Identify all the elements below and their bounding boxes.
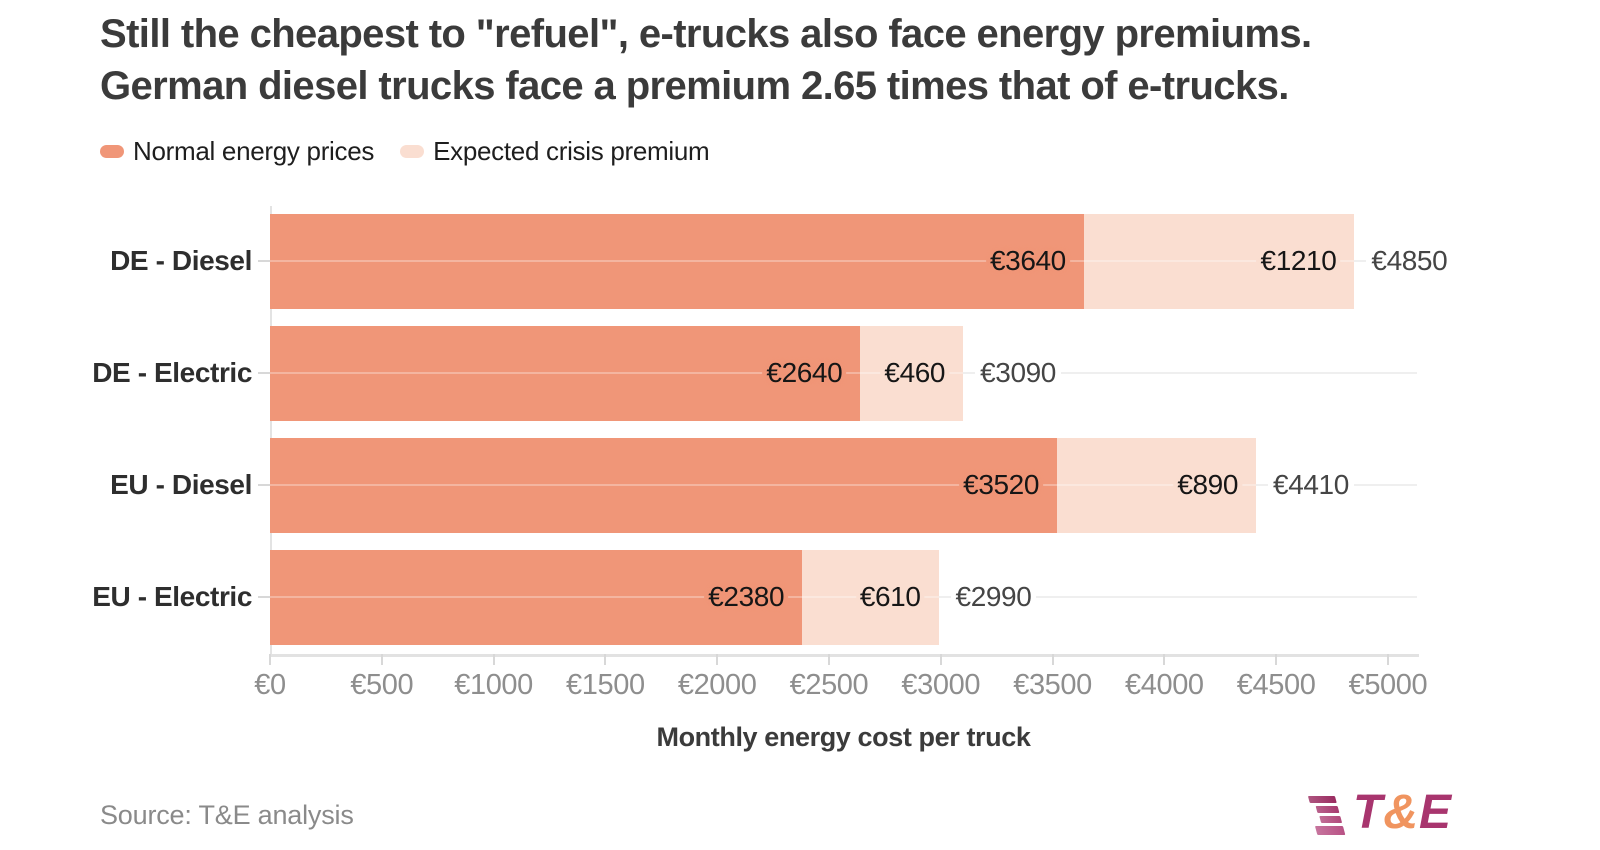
legend-label: Expected crisis premium (433, 136, 710, 166)
te-logo-text: T&E (1353, 789, 1452, 837)
te-logo-mark-icon (1305, 795, 1346, 835)
total-label: €3090 (975, 356, 1061, 390)
x-axis-title: Monthly energy cost per truck (656, 722, 1031, 752)
chart-row: EU - Electric €2380 €610 €2990 (92, 542, 1417, 654)
row-gridline-overlay (270, 260, 1417, 262)
x-axis-tick-label: €2000 (677, 669, 757, 701)
category-label: DE - Diesel (110, 245, 252, 276)
value-label-premium: €1210 (1256, 244, 1341, 278)
value-label-normal: €2640 (762, 356, 847, 390)
te-logo-letter: T (1353, 786, 1384, 839)
x-axis-tick (1275, 654, 1278, 665)
plot-area: DE - Diesel €3640 €1210 €4850 DE - Electric €… (92, 206, 1453, 701)
bar-segment-normal (270, 214, 1084, 309)
value-label-premium: €890 (1173, 468, 1243, 502)
x-axis-tick (492, 654, 495, 665)
te-logo-stripe (1307, 796, 1337, 803)
y-axis-line (270, 206, 272, 654)
total-label: €4850 (1366, 244, 1453, 278)
total-label: €4410 (1268, 468, 1354, 502)
category-tick (258, 484, 270, 486)
legend-swatch-icon (400, 145, 425, 158)
x-axis-tick-label: €3000 (901, 669, 981, 701)
value-label-normal: €3640 (985, 244, 1070, 278)
x-axis-tick (716, 654, 719, 665)
te-logo-stripe (1315, 806, 1340, 813)
x-axis-tick-label: €0 (254, 669, 286, 701)
chart-title-line2: German diesel trucks face a premium 2.65… (100, 64, 1289, 108)
value-label-normal: €2380 (704, 580, 789, 614)
legend-item-1: Expected crisis premium (400, 136, 710, 167)
x-axis-tick-label: €4500 (1236, 669, 1316, 701)
x-axis-tick (1051, 654, 1054, 665)
category-tick (258, 372, 270, 374)
legend: Normal energy prices Expected crisis prem… (100, 136, 710, 167)
x-axis-tick (939, 654, 942, 665)
x-axis-tick (1163, 654, 1166, 665)
bar-segment-normal (270, 438, 1058, 533)
chart-row: EU - Diesel €3520 €890 €4410 (110, 430, 1417, 542)
x-axis-tick-label: €2500 (789, 669, 869, 701)
legend-label: Normal energy prices (133, 136, 375, 166)
row-gridline-overlay (270, 596, 1417, 598)
total-label: €2990 (950, 580, 1037, 614)
te-logo-letter: & (1383, 786, 1419, 839)
x-axis-tick (827, 654, 830, 665)
x-axis-tick-label: €500 (350, 669, 414, 701)
chart-row: DE - Diesel €3640 €1210 €4850 (110, 206, 1453, 318)
value-label-premium: €610 (855, 580, 925, 614)
te-logo-letter: E (1419, 786, 1453, 839)
x-axis-tick (380, 654, 383, 665)
value-label-normal: €3520 (959, 468, 1044, 502)
source-note: Source: T&E analysis (100, 800, 354, 830)
chart-row: DE - Electric €2640 €460 €3090 (92, 318, 1417, 430)
x-axis-tick-label: €3500 (1013, 669, 1092, 701)
category-label: DE - Electric (92, 357, 252, 388)
x-axis-tick (604, 654, 607, 665)
x-axis-tick-label: €1000 (454, 669, 533, 701)
legend-swatch-icon (100, 145, 124, 158)
category-tick (258, 260, 270, 262)
category-label: EU - Diesel (110, 469, 252, 500)
value-label-premium: €460 (880, 356, 950, 390)
x-axis-tick-label: €1500 (566, 669, 645, 701)
row-gridline-overlay (270, 484, 1417, 486)
x-axis-tick (1386, 654, 1389, 665)
te-logo-stripe (1319, 816, 1343, 823)
x-axis-tick (269, 654, 271, 665)
x-axis-tick-label: €5000 (1348, 669, 1428, 701)
te-logo: T&E (1307, 789, 1452, 837)
x-axis-line (270, 654, 1419, 657)
category-label: EU - Electric (92, 581, 252, 612)
category-tick (258, 596, 270, 598)
bar-segment-normal (270, 326, 861, 421)
legend-item-0: Normal energy prices (100, 136, 374, 167)
x-axis-tick-label: €4000 (1125, 669, 1204, 701)
chart-title: Still the cheapest to "refuel", e-trucks… (100, 8, 1312, 112)
chart-title-line1: Still the cheapest to "refuel", e-trucks… (100, 12, 1312, 56)
te-logo-stripe (1314, 826, 1346, 835)
